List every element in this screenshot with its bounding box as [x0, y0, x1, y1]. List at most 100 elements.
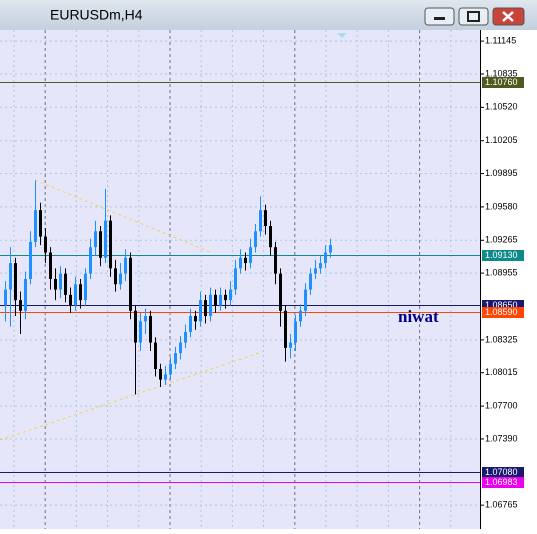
candle-body [94, 231, 97, 248]
y-tick-label: 1.10835 [485, 68, 518, 78]
candle-body [54, 278, 57, 290]
window-buttons[interactable] [424, 7, 525, 26]
candle-body [289, 342, 292, 348]
candle-body [279, 273, 282, 311]
y-tick-label: 1.10520 [485, 102, 518, 112]
candle-body [84, 273, 87, 301]
candle-body [79, 284, 82, 301]
price-level-tag [482, 77, 524, 88]
y-tick-label: 1.09580 [485, 201, 518, 211]
candle-body [239, 257, 242, 269]
candle-body [39, 210, 42, 237]
candle-body [164, 374, 167, 380]
candle-body [124, 257, 127, 274]
candle-body [234, 268, 237, 290]
candle-body [139, 321, 142, 343]
shift-marker [337, 33, 347, 38]
candle-body [49, 252, 52, 279]
candle-body [274, 247, 277, 274]
candle-body [109, 220, 112, 269]
candle-body [179, 342, 182, 354]
y-tick-label: 1.08955 [485, 268, 518, 278]
price-level-tag [482, 307, 524, 318]
candle-body [329, 245, 332, 253]
candle-body [224, 294, 227, 301]
candle-body [129, 257, 132, 311]
candle-body [104, 220, 107, 258]
y-tick-label: 1.11145 [485, 35, 516, 45]
y-tick-label: 1.07390 [485, 433, 518, 443]
candle-body [194, 316, 197, 322]
candle-body [134, 310, 137, 343]
price-level-label: 1.06983 [485, 477, 518, 487]
candle-body [244, 257, 247, 264]
candle-body [69, 294, 72, 306]
grid [0, 30, 480, 529]
candle-body [319, 263, 322, 269]
candle-body [299, 310, 302, 322]
candle-body [29, 241, 32, 279]
annotation: niwat [398, 307, 439, 326]
candle-body [74, 284, 77, 306]
price-level-tag [482, 250, 524, 261]
candle-body [204, 300, 207, 317]
restore-icon [467, 11, 480, 22]
candle-body [144, 316, 147, 322]
candle-body [229, 289, 232, 301]
plot-area [0, 30, 480, 529]
candle-body [254, 231, 257, 248]
minimize-button[interactable] [424, 7, 455, 26]
price-level-tag [482, 477, 524, 488]
candle-body [184, 331, 187, 343]
candle-body [169, 363, 172, 375]
candle-body [324, 252, 327, 264]
y-tick-label: 1.08015 [485, 367, 518, 377]
candle-body [309, 273, 312, 290]
candle-body [189, 316, 192, 332]
candle-body [34, 210, 37, 242]
y-tick-label: 1.10205 [485, 135, 518, 145]
candle-body [89, 247, 92, 274]
candle-body [4, 289, 7, 306]
y-tick-label: 1.09895 [485, 168, 518, 178]
price-level-label: 1.08590 [485, 307, 518, 317]
candle-body [209, 294, 212, 317]
candle-body [149, 316, 152, 343]
candle-body [154, 342, 157, 370]
price-level-label: 1.07080 [485, 467, 518, 477]
candle-body [59, 273, 62, 290]
candle-body [294, 321, 297, 343]
candle-body [314, 268, 317, 274]
candle-body [249, 247, 252, 264]
candle-body [199, 300, 202, 322]
trendline [0, 351, 263, 441]
y-tick-label: 1.07700 [485, 400, 518, 410]
candle-body [19, 300, 22, 311]
candle-body [304, 289, 307, 311]
y-tick-label: 1.06765 [485, 500, 518, 510]
price-level-tag [482, 300, 524, 311]
candle-body [9, 263, 12, 290]
y-tick-label: 1.08325 [485, 334, 518, 344]
candle-body [219, 294, 222, 306]
candle-body [64, 273, 67, 295]
minimize-icon [434, 17, 445, 20]
candle-body [259, 210, 262, 232]
candle-body [159, 369, 162, 380]
price-level-label: 1.08650 [485, 300, 518, 310]
price-axis [480, 30, 537, 529]
restore-button[interactable] [458, 7, 489, 26]
price-level-label: 1.10760 [485, 77, 518, 87]
candle-body [24, 278, 27, 311]
close-icon [502, 11, 514, 22]
price-level-label: 1.09130 [485, 250, 518, 260]
window-title: EURUSDm,H4 [50, 7, 143, 23]
price-level-tag [482, 467, 524, 478]
candles [4, 180, 332, 395]
candle-body [214, 294, 217, 306]
candle-body [174, 353, 177, 364]
candle-body [44, 236, 47, 253]
trendline [34, 179, 211, 253]
